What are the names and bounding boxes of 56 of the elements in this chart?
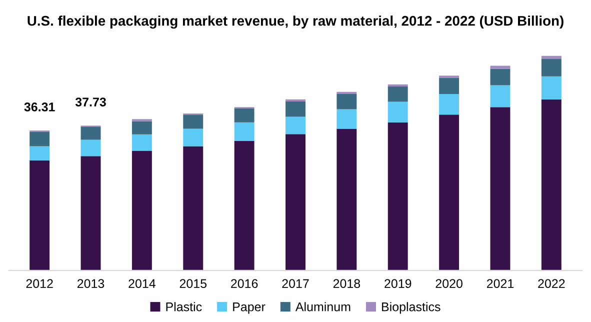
x-tick-label: 2014 [128, 279, 156, 288]
bar [286, 102, 306, 117]
bar [336, 92, 357, 94]
legend-label: Bioplastics [382, 302, 440, 314]
bar [80, 156, 101, 270]
bar [541, 76, 562, 100]
x-tick-label: 2020 [436, 279, 462, 288]
bar [541, 99, 562, 270]
bar [388, 84, 408, 87]
bar [132, 134, 152, 151]
bar [80, 126, 101, 140]
chart-title: U.S. flexible packaging market revenue, by raw material, 2012 - 2022 (USD Billion) [28, 16, 564, 29]
bar [439, 114, 460, 270]
bar [30, 132, 50, 146]
bar [234, 108, 254, 122]
bar [80, 140, 101, 156]
x-tick-label: 2013 [77, 279, 104, 288]
legend-label: Aluminum [295, 302, 350, 312]
bar [490, 107, 510, 270]
x-tick-label: 2015 [180, 279, 207, 288]
x-tick-label: 2012 [26, 279, 53, 288]
bar [183, 114, 204, 129]
bar [388, 122, 408, 270]
bar [234, 140, 254, 270]
bar [132, 121, 152, 134]
bar [388, 102, 408, 122]
annotation: 37.73 [75, 98, 106, 106]
x-tick-label: 2017 [282, 279, 309, 288]
bar [439, 78, 460, 94]
bar [286, 99, 306, 102]
legend-label: Paper [233, 302, 266, 314]
bar [439, 94, 460, 115]
x-tick-label: 2019 [384, 279, 412, 288]
bar [183, 128, 204, 146]
bar [286, 116, 306, 134]
bar [336, 128, 357, 270]
bar [388, 86, 408, 102]
legend-label: Plastic [166, 302, 202, 312]
bar [490, 68, 510, 86]
bar [336, 109, 357, 129]
x-tick-label: 2016 [231, 279, 258, 288]
bar [30, 146, 50, 160]
bar [490, 85, 510, 108]
bar [490, 66, 510, 69]
bar [183, 146, 204, 270]
x-tick-label: 2021 [486, 279, 514, 288]
bar [30, 160, 50, 270]
bar [336, 94, 357, 110]
bar [132, 150, 152, 270]
bar [541, 56, 562, 60]
x-tick-label: 2022 [538, 279, 565, 288]
bar [234, 122, 254, 141]
x-tick-label: 2018 [333, 279, 360, 288]
annotation: 36.31 [24, 102, 55, 112]
bar [541, 59, 562, 76]
bar [286, 134, 306, 270]
